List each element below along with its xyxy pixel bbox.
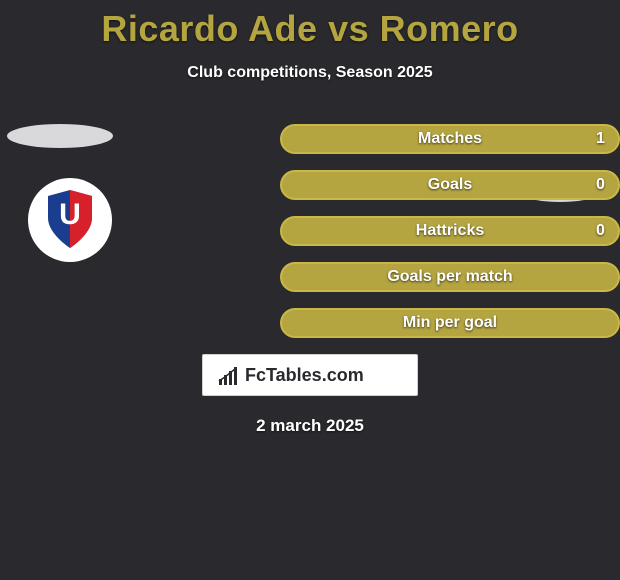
stat-row-min-per-goal: Min per goal <box>280 308 620 338</box>
watermark: FcTables.com <box>202 354 418 396</box>
svg-text:U: U <box>59 198 81 231</box>
watermark-text: FcTables.com <box>245 365 364 385</box>
stat-row-goals: Goals 0 <box>280 170 620 200</box>
stat-value: 0 <box>596 222 605 240</box>
page-subtitle: Club competitions, Season 2025 <box>0 64 620 82</box>
shield-icon: U <box>34 184 106 256</box>
club-logo: U <box>28 178 112 262</box>
stat-row-goals-per-match: Goals per match <box>280 262 620 292</box>
stat-label: Matches <box>418 130 482 148</box>
stat-row-matches: Matches 1 <box>280 124 620 154</box>
date-label: 2 march 2025 <box>0 416 620 436</box>
page-title: Ricardo Ade vs Romero <box>0 0 620 50</box>
stat-label: Goals per match <box>387 268 512 286</box>
fctables-logo: FcTables.com <box>215 361 405 389</box>
stat-value: 1 <box>596 130 605 148</box>
stat-label: Goals <box>428 176 472 194</box>
stat-row-hattricks: Hattricks 0 <box>280 216 620 246</box>
stat-label: Min per goal <box>403 314 497 332</box>
player-left-oval <box>7 124 113 148</box>
stat-label: Hattricks <box>416 222 484 240</box>
stat-value: 0 <box>596 176 605 194</box>
